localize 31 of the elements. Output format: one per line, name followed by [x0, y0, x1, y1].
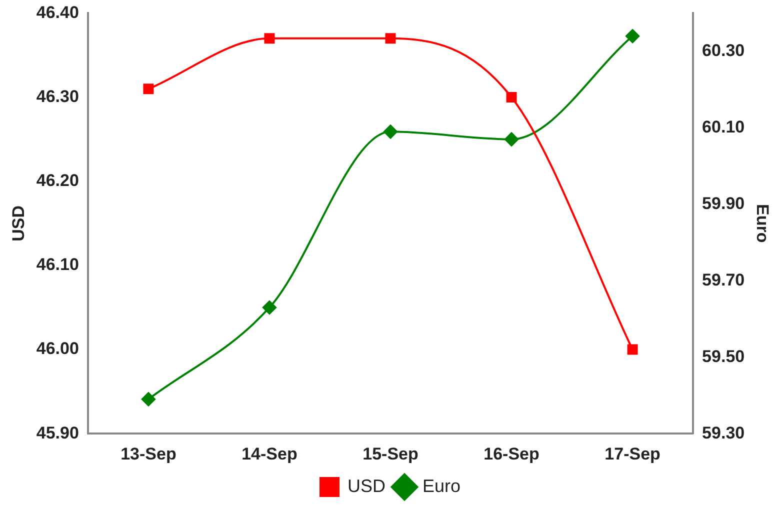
- y2-tick-label: 59.50: [702, 346, 745, 366]
- point: [262, 300, 276, 314]
- x-tick-label: 16-Sep: [484, 444, 540, 464]
- x-tick-label: 14-Sep: [242, 444, 298, 464]
- y2-tick-label: 60.10: [702, 118, 745, 137]
- point: [506, 92, 517, 103]
- y2-tick-label: 60.30: [702, 41, 745, 60]
- y-axis-title: USD: [8, 205, 28, 242]
- point: [627, 344, 638, 355]
- y-tick-label: 46.10: [36, 255, 79, 274]
- y-tick-label: 46.20: [36, 171, 79, 190]
- y2-tick-label: 59.90: [702, 194, 745, 213]
- x-tick-label: 13-Sep: [120, 444, 176, 464]
- y2-tick-label: 59.70: [702, 270, 745, 290]
- point: [385, 33, 396, 44]
- x-tick-label: 17-Sep: [604, 444, 660, 464]
- point: [504, 132, 519, 146]
- y2-tick-label: 59.30: [702, 423, 745, 442]
- legend-label: USD: [347, 476, 386, 496]
- y-tick-label: 46.00: [36, 339, 79, 358]
- point: [626, 29, 640, 44]
- x-tick-label: 15-Sep: [362, 444, 418, 464]
- legend-label: Euro: [422, 476, 461, 496]
- point: [143, 84, 154, 94]
- point: [141, 392, 156, 406]
- point: [384, 124, 398, 139]
- y-tick-label: 46.30: [36, 86, 79, 106]
- y-tick-label: 46.40: [36, 2, 79, 22]
- y-tick-label: 45.90: [36, 423, 79, 442]
- point: [264, 33, 275, 44]
- y2-axis-title: Euro: [753, 204, 772, 243]
